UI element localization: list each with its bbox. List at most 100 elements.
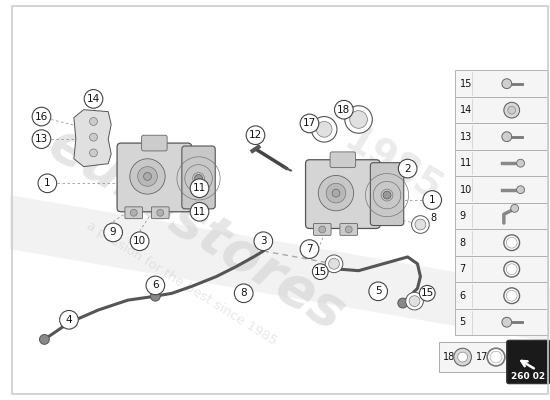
Bar [455,282,548,309]
Text: 8: 8 [460,238,466,248]
Circle shape [130,209,137,216]
Circle shape [104,223,123,242]
Circle shape [190,179,209,198]
Text: 4: 4 [65,315,72,325]
Text: 5: 5 [375,286,382,296]
Text: 18: 18 [443,352,455,362]
Circle shape [90,133,97,141]
Text: 15: 15 [460,79,472,89]
FancyBboxPatch shape [507,340,550,384]
Circle shape [502,317,512,327]
Circle shape [420,286,435,301]
Circle shape [300,240,319,258]
FancyBboxPatch shape [117,143,192,212]
Circle shape [508,106,516,114]
Text: 17: 17 [303,118,316,128]
Text: 6: 6 [152,280,158,290]
Circle shape [415,219,426,230]
Circle shape [90,118,97,125]
FancyBboxPatch shape [314,224,331,235]
Bar [455,176,548,203]
Circle shape [151,291,160,301]
Circle shape [130,232,149,250]
Circle shape [345,226,352,233]
Circle shape [490,351,502,363]
Circle shape [59,310,78,329]
Text: 1: 1 [44,178,51,188]
Circle shape [516,159,525,167]
Text: 5: 5 [460,317,466,327]
Circle shape [195,174,202,182]
Text: 12: 12 [249,130,262,140]
Circle shape [234,284,253,302]
Circle shape [254,232,273,250]
Circle shape [516,186,525,194]
Text: 10: 10 [460,185,472,195]
Text: 18: 18 [337,105,350,115]
Text: 10: 10 [133,236,146,246]
Text: 8: 8 [240,288,247,298]
Circle shape [190,202,209,221]
Circle shape [90,149,97,157]
Circle shape [84,90,103,108]
Text: 9: 9 [110,227,117,237]
Circle shape [328,258,339,269]
Circle shape [411,216,429,233]
Text: 13: 13 [35,134,48,144]
Circle shape [406,292,424,310]
Circle shape [502,132,512,142]
Circle shape [144,172,151,180]
Text: 7: 7 [306,244,313,254]
Bar [455,230,548,256]
Circle shape [40,334,49,344]
Circle shape [312,264,328,280]
Polygon shape [74,110,111,167]
Polygon shape [10,195,550,342]
FancyBboxPatch shape [340,224,358,235]
Circle shape [311,116,337,142]
Circle shape [423,191,442,209]
Text: 260 02: 260 02 [512,372,546,381]
FancyBboxPatch shape [370,163,404,226]
Text: 15: 15 [421,288,434,298]
Text: 3: 3 [260,236,267,246]
Text: 1985: 1985 [337,121,449,210]
Circle shape [507,290,517,301]
Circle shape [32,107,51,126]
Circle shape [504,102,520,118]
FancyBboxPatch shape [182,146,215,209]
Circle shape [246,126,265,144]
Circle shape [502,79,512,88]
Circle shape [504,235,520,250]
Circle shape [458,352,468,362]
Circle shape [146,276,164,295]
Text: 15: 15 [314,267,327,277]
Bar [455,124,548,150]
Text: 1: 1 [429,195,436,205]
Text: 13: 13 [460,132,472,142]
Text: 2: 2 [404,164,411,174]
Circle shape [454,348,471,366]
Circle shape [345,106,372,133]
Text: 14: 14 [460,105,472,115]
Circle shape [487,348,505,366]
Text: 7: 7 [460,264,466,274]
Circle shape [138,167,157,186]
Circle shape [504,288,520,304]
Circle shape [409,296,420,306]
FancyBboxPatch shape [306,160,380,228]
Circle shape [130,159,165,194]
FancyBboxPatch shape [141,135,167,151]
Circle shape [332,189,340,197]
FancyBboxPatch shape [125,207,142,219]
Circle shape [369,282,388,301]
Text: a passion for the best since 1985: a passion for the best since 1985 [84,219,279,348]
Circle shape [326,183,346,203]
Circle shape [398,159,417,178]
Bar [455,97,548,124]
Circle shape [316,122,332,137]
FancyBboxPatch shape [330,152,356,168]
Bar [455,150,548,176]
Bar [455,256,548,282]
Bar [455,70,548,97]
